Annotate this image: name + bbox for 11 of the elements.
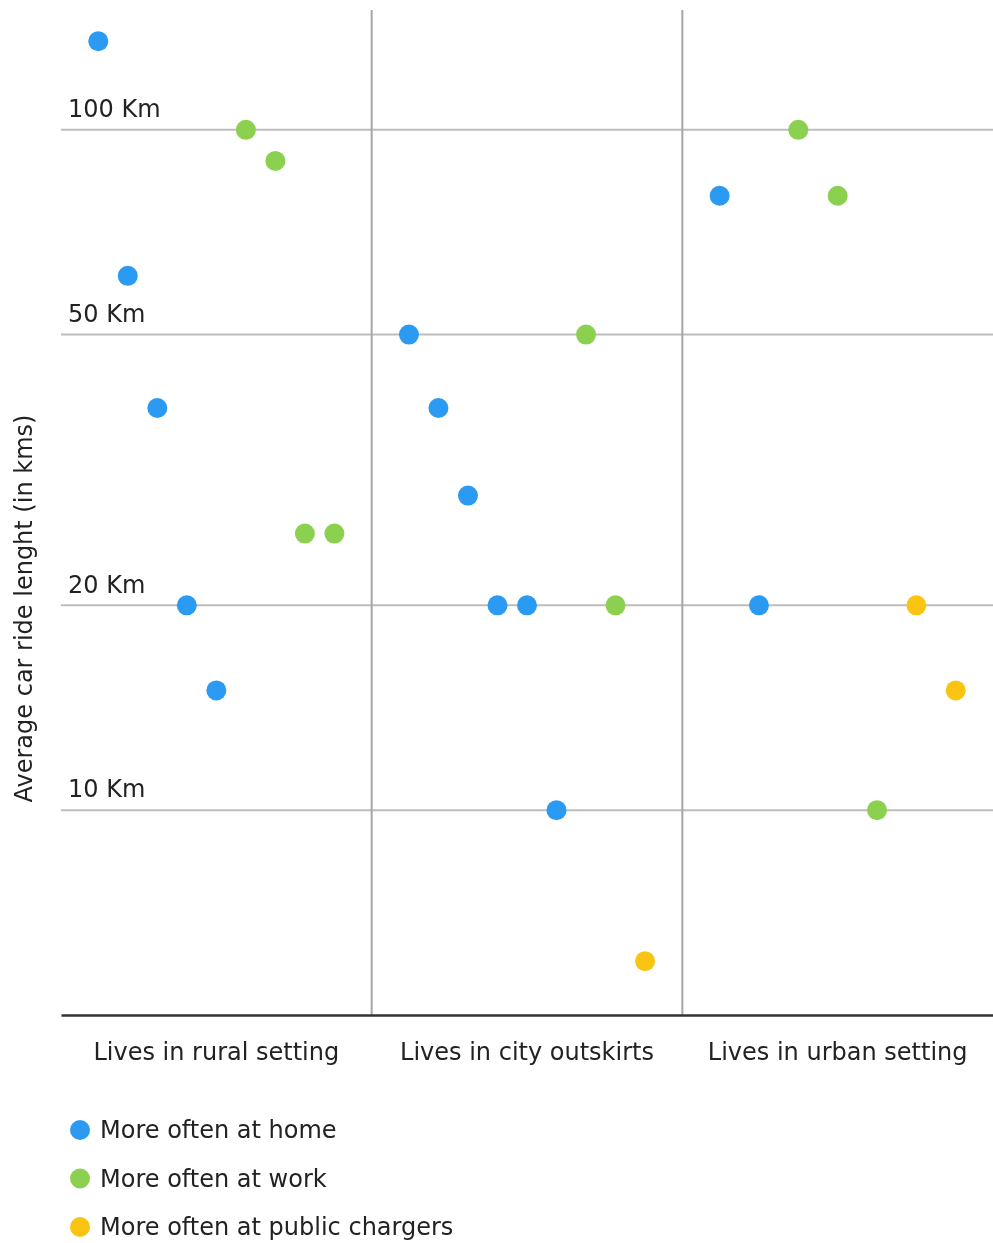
y-tick-label: 50 Km	[68, 299, 146, 328]
x-tick-label: Lives in urban setting	[707, 1038, 968, 1067]
x-tick-label: Lives in rural setting	[93, 1038, 340, 1067]
legend-label: More often at home	[100, 1116, 337, 1145]
y-axis-title: Average car ride lenght (in kms)	[10, 414, 38, 803]
y-tick-label: 10 Km	[68, 775, 146, 804]
y-tick-label: 20 Km	[68, 570, 146, 599]
y-tick-label: 100 Km	[68, 95, 161, 124]
legend-label: More often at work	[100, 1164, 327, 1193]
x-tick-label: Lives in city outskirts	[400, 1038, 654, 1067]
legend-label: More often at public chargers	[100, 1213, 454, 1242]
